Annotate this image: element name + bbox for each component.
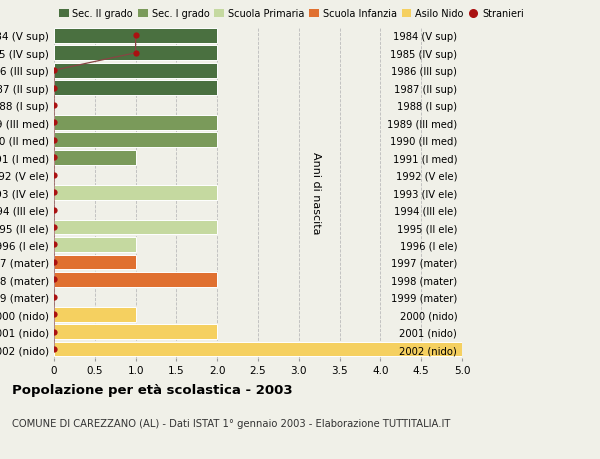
Bar: [54, 46, 217, 61]
Bar: [54, 307, 136, 322]
Y-axis label: Anni di nascita: Anni di nascita: [311, 151, 320, 234]
Legend: Sec. II grado, Sec. I grado, Scuola Primaria, Scuola Infanzia, Asilo Nido, Stran: Sec. II grado, Sec. I grado, Scuola Prim…: [59, 9, 524, 19]
Bar: [54, 220, 217, 235]
Bar: [54, 185, 217, 200]
Bar: [54, 255, 136, 270]
Bar: [54, 325, 217, 339]
Bar: [54, 151, 136, 165]
Bar: [54, 29, 217, 44]
Bar: [54, 116, 217, 131]
Text: COMUNE DI CAREZZANO (AL) - Dati ISTAT 1° gennaio 2003 - Elaborazione TUTTITALIA.: COMUNE DI CAREZZANO (AL) - Dati ISTAT 1°…: [12, 418, 451, 428]
Bar: [54, 133, 217, 148]
Bar: [54, 238, 136, 252]
Bar: [54, 81, 217, 96]
Bar: [54, 272, 217, 287]
Bar: [54, 342, 462, 357]
Bar: [54, 64, 217, 78]
Text: Popolazione per età scolastica - 2003: Popolazione per età scolastica - 2003: [12, 383, 293, 396]
